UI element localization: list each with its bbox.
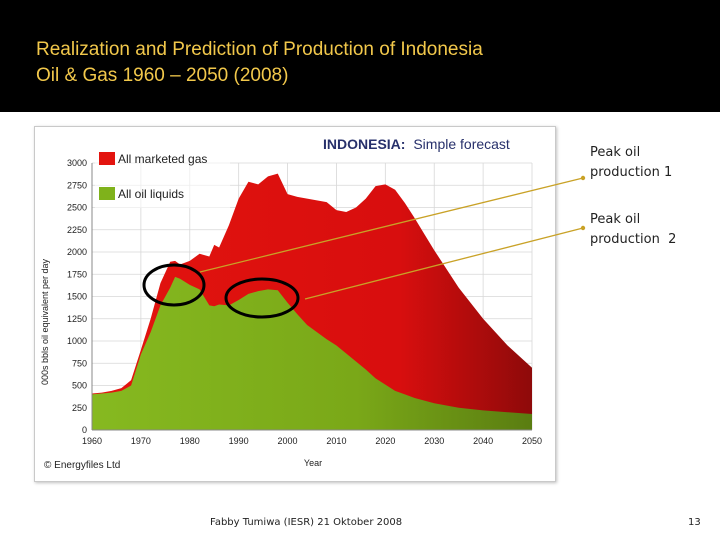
x-tick-label: 2020 — [375, 436, 395, 446]
x-tick-label: 2030 — [424, 436, 444, 446]
y-axis-title: 000s bbls oil equivalent per day — [40, 258, 50, 385]
annotation-peak-oil-2: Peak oil production 2 — [590, 210, 676, 250]
y-tick-labels: 0 250 500 750 1000 1250 1500 1750 2000 2250 2500 27… — [67, 158, 87, 435]
annotation-peak-oil-2-line-1: Peak oil — [590, 212, 641, 227]
arrow-tip-1 — [580, 175, 586, 181]
y-tick-label: 2750 — [67, 180, 87, 190]
legend: All marketed gas All oil liquids — [95, 146, 230, 208]
legend-swatch-gas — [99, 152, 115, 165]
chart-image: 0 250 500 750 1000 1250 1500 1750 2000 2250 2500 27… — [34, 126, 556, 482]
x-axis-title: Year — [304, 458, 322, 468]
area-chart: 0 250 500 750 1000 1250 1500 1750 2000 2250 2500 27… — [40, 136, 542, 471]
y-tick-label: 500 — [72, 381, 87, 391]
x-tick-label: 2010 — [326, 436, 346, 446]
series-area-all-oil-liquids — [92, 276, 532, 430]
slide-title-line-1: Realization and Prediction of Production… — [36, 39, 483, 60]
x-tick-label: 1960 — [82, 436, 102, 446]
annotation-peak-oil-1-line-2: production 1 — [590, 165, 673, 180]
y-tick-label: 0 — [82, 425, 87, 435]
page-number: 13 — [688, 517, 701, 528]
y-tick-label: 2500 — [67, 203, 87, 213]
chart-title: INDONESIA: Simple forecast — [323, 136, 510, 152]
x-tick-label: 2040 — [473, 436, 493, 446]
y-tick-label: 1250 — [67, 314, 87, 324]
x-tick-label: 2000 — [278, 436, 298, 446]
x-tick-labels: 1960 1970 1980 1990 2000 2010 2020 2030 2040 2050 — [82, 436, 542, 446]
arrow-tip-2 — [580, 225, 586, 231]
y-tick-label: 2000 — [67, 247, 87, 257]
y-tick-label: 750 — [72, 358, 87, 368]
x-tick-label: 1990 — [229, 436, 249, 446]
y-tick-label: 1750 — [67, 269, 87, 279]
annotation-peak-oil-1: Peak oil production 1 — [590, 143, 672, 183]
chart-title-bold: INDONESIA: — [323, 136, 405, 152]
y-tick-label: 1500 — [67, 292, 87, 302]
y-tick-label: 3000 — [67, 158, 87, 168]
y-tick-label: 2250 — [67, 225, 87, 235]
slide-title-line-2: Oil & Gas 1960 – 2050 (2008) — [36, 65, 289, 86]
chart-title-rest: Simple forecast — [413, 136, 510, 152]
slide-header: Realization and Prediction of Production… — [0, 0, 720, 112]
copyright-text: © Energyfiles Ltd — [44, 460, 120, 471]
x-tick-label: 2050 — [522, 436, 542, 446]
annotation-peak-oil-1-line-1: Peak oil — [590, 145, 641, 160]
annotation-peak-oil-2-line-2: production 2 — [590, 232, 677, 247]
slide-title: Realization and Prediction of Production… — [36, 37, 696, 89]
legend-label-gas: All marketed gas — [118, 152, 207, 166]
legend-swatch-oil — [99, 187, 115, 200]
footer-text: Fabby Tumiwa (IESR) 21 Oktober 2008 — [210, 517, 403, 528]
legend-label-oil: All oil liquids — [118, 187, 184, 201]
y-tick-label: 1000 — [67, 336, 87, 346]
y-tick-label: 250 — [72, 403, 87, 413]
x-tick-label: 1970 — [131, 436, 151, 446]
x-tick-label: 1980 — [180, 436, 200, 446]
